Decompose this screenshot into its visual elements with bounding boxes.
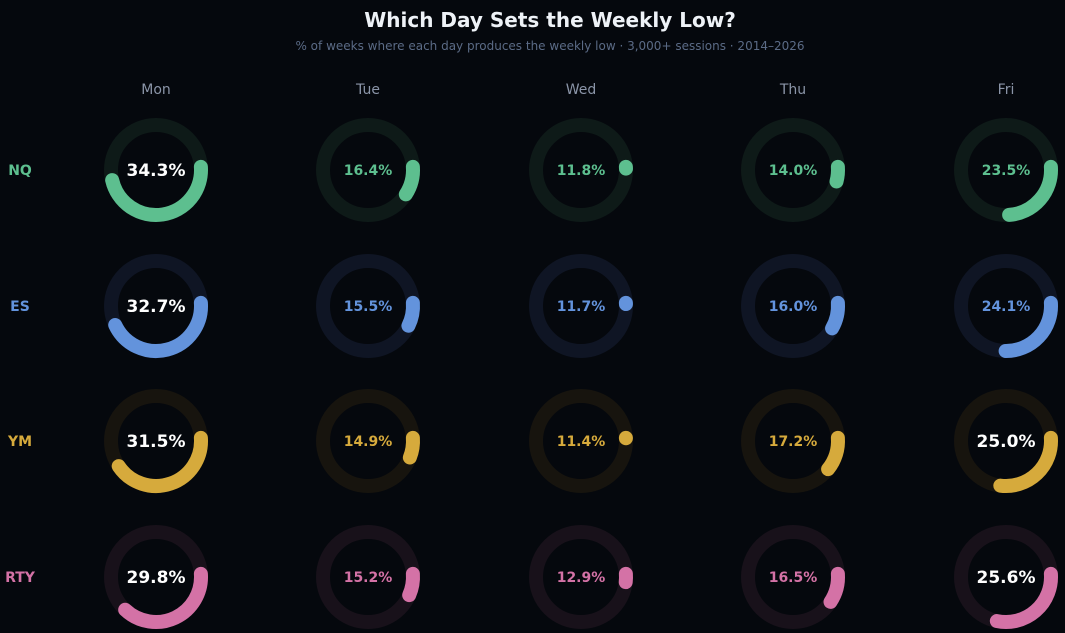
value-label: 14.0% xyxy=(769,163,818,179)
value-label: 16.5% xyxy=(769,570,818,586)
value-label: 25.6% xyxy=(977,568,1036,588)
value-label: 17.2% xyxy=(769,434,818,450)
column-label: Thu xyxy=(779,82,806,98)
value-label: 16.0% xyxy=(769,299,818,315)
donut-arc xyxy=(398,159,420,202)
value-label: 29.8% xyxy=(127,568,186,588)
column-label: Fri xyxy=(998,82,1015,98)
value-label: 31.5% xyxy=(127,432,186,452)
row-label: RTY xyxy=(5,570,36,586)
row-label: NQ xyxy=(8,163,32,179)
value-label: 14.9% xyxy=(344,434,393,450)
donut-arc xyxy=(823,566,845,609)
value-label: 34.3% xyxy=(127,161,186,181)
donut-arc xyxy=(998,295,1058,358)
value-label: 15.2% xyxy=(344,570,393,586)
value-label: 16.4% xyxy=(344,163,393,179)
value-label: 11.7% xyxy=(557,299,606,315)
column-label: Wed xyxy=(566,82,597,98)
donut-arc xyxy=(402,430,420,465)
value-label: 32.7% xyxy=(127,297,186,317)
donut-arc xyxy=(402,566,420,603)
value-label: 11.4% xyxy=(557,434,606,450)
donut-arc xyxy=(401,295,420,333)
donut-arc xyxy=(118,566,208,629)
row-label: YM xyxy=(7,434,32,450)
donut-arc xyxy=(1002,159,1058,222)
donut-arc xyxy=(108,295,208,358)
value-label: 23.5% xyxy=(982,163,1031,179)
donut-arc xyxy=(111,430,208,493)
value-label: 12.9% xyxy=(557,570,606,586)
value-label: 24.1% xyxy=(982,299,1031,315)
donut-arc xyxy=(993,430,1058,493)
value-label: 11.8% xyxy=(557,163,606,179)
column-label: Tue xyxy=(355,82,380,98)
chart-title: Which Day Sets the Weekly Low? xyxy=(364,8,736,32)
chart-subtitle: % of weeks where each day produces the w… xyxy=(295,39,805,53)
donut-arc xyxy=(821,430,845,477)
row-label: ES xyxy=(10,299,30,315)
donut-arc xyxy=(829,159,845,189)
donut-arc xyxy=(989,566,1058,629)
column-label: Mon xyxy=(141,82,171,98)
value-label: 25.0% xyxy=(977,432,1036,452)
donut-arc xyxy=(825,295,845,336)
donut-arc xyxy=(105,159,208,222)
value-label: 15.5% xyxy=(344,299,393,315)
